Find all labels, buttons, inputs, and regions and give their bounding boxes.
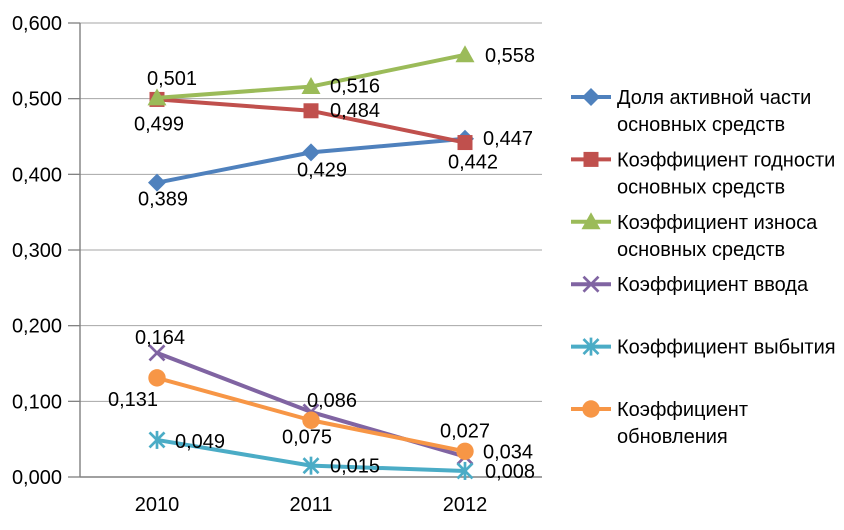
data-point-label: 0,049 (175, 431, 225, 453)
y-tick-label: 0,500 (12, 89, 62, 111)
data-point-label: 0,501 (147, 68, 197, 90)
legend-label: Коэффициент износа (617, 212, 818, 234)
y-tick-label: 0,400 (12, 164, 62, 186)
legend-item: Доля активной части основных средств (571, 87, 811, 136)
data-point-marker (148, 430, 166, 449)
legend-label: Коэффициент годности (617, 149, 835, 171)
data-point-marker (148, 344, 166, 362)
data-point-label: 0,027 (440, 421, 490, 443)
data-point-label: 0,015 (330, 456, 380, 478)
data-point-label: 0,442 (448, 152, 498, 174)
data-point-marker (455, 45, 475, 63)
legend-label: Коэффициент (617, 399, 748, 421)
x-tick-label: 2011 (289, 494, 332, 516)
series-circle: 0,131 0,075 0,034 (108, 369, 533, 463)
legend-item: Коэффициент ввода (571, 274, 809, 296)
legend-item: Коэффициент выбытия (571, 337, 836, 359)
asterisk-stroke (148, 431, 166, 449)
series-diamond: 0,389 0,429 0,447 (138, 128, 533, 211)
data-point-label: 0,034 (483, 441, 533, 463)
legend-marker-icon (582, 337, 600, 356)
data-point-label: 0,558 (485, 45, 535, 67)
data-point-marker (148, 369, 166, 387)
data-point-marker (456, 461, 474, 480)
legend-marker-icon (583, 151, 599, 167)
data-point-label: 0,447 (483, 128, 533, 150)
data-point-marker (302, 456, 320, 475)
y-tick-label: 0,600 (12, 13, 62, 35)
data-point-label: 0,131 (108, 389, 158, 411)
data-point-marker (457, 135, 473, 151)
data-point-label: 0,516 (330, 76, 380, 98)
data-point-marker (456, 442, 474, 460)
legend-label: Коэффициент ввода (617, 274, 809, 296)
asterisk-stroke (456, 462, 474, 480)
x-stroke (582, 275, 600, 293)
data-point-label: 0,429 (297, 159, 347, 181)
legend-marker-icon (582, 275, 600, 293)
data-point-label: 0,484 (330, 100, 380, 122)
x-axis-labels: 2010 2011 2012 (135, 494, 488, 516)
series-triangle: 0,501 0,516 0,558 (147, 45, 535, 106)
legend-item: Коэффициент износа основных средств (571, 212, 818, 261)
legend-label: Доля активной части (617, 87, 811, 109)
legend-label: основных средств (617, 176, 785, 198)
legend-item: Коэффициент обновления (571, 399, 748, 448)
legend-label: Коэффициент выбытия (617, 337, 836, 359)
x-tick-label: 2010 (135, 494, 180, 516)
asterisk-stroke (302, 457, 320, 475)
y-tick-label: 0,200 (12, 316, 62, 338)
series-asterisk: 0,049 0,015 0,008 (148, 430, 535, 483)
legend-label: обновления (617, 426, 728, 448)
data-point-label: 0,389 (138, 189, 188, 211)
legend-item: Коэффициент годности основных средств (571, 149, 835, 198)
x-stroke (148, 344, 166, 362)
legend-marker-icon (582, 400, 600, 418)
data-point-marker (148, 173, 166, 192)
data-point-label: 0,499 (134, 113, 184, 135)
y-tick-label: 0,100 (12, 391, 62, 413)
legend-label: основных средств (617, 239, 785, 261)
x-tick-label: 2012 (443, 494, 488, 516)
data-point-label: 0,164 (135, 327, 185, 349)
data-point-label: 0,075 (282, 426, 332, 448)
y-tick-label: 0,300 (12, 240, 62, 262)
y-axis-labels: 0,000 0,100 0,200 0,300 0,400 0,500 0,600 (12, 13, 62, 489)
data-point-marker (301, 77, 321, 95)
legend-marker-icon (582, 88, 600, 106)
data-point-label: 0,086 (307, 390, 357, 412)
data-point-marker (303, 103, 319, 119)
data-point-marker (302, 143, 320, 162)
legend-label: основных средств (617, 114, 785, 136)
data-point-marker (147, 88, 167, 106)
y-tick-label: 0,000 (12, 467, 62, 489)
asterisk-stroke (582, 338, 600, 356)
data-point-label: 0,008 (485, 461, 535, 483)
data-point-marker (302, 411, 320, 429)
y-axis-ticks (68, 22, 80, 478)
legend-marker-icon (581, 212, 601, 230)
